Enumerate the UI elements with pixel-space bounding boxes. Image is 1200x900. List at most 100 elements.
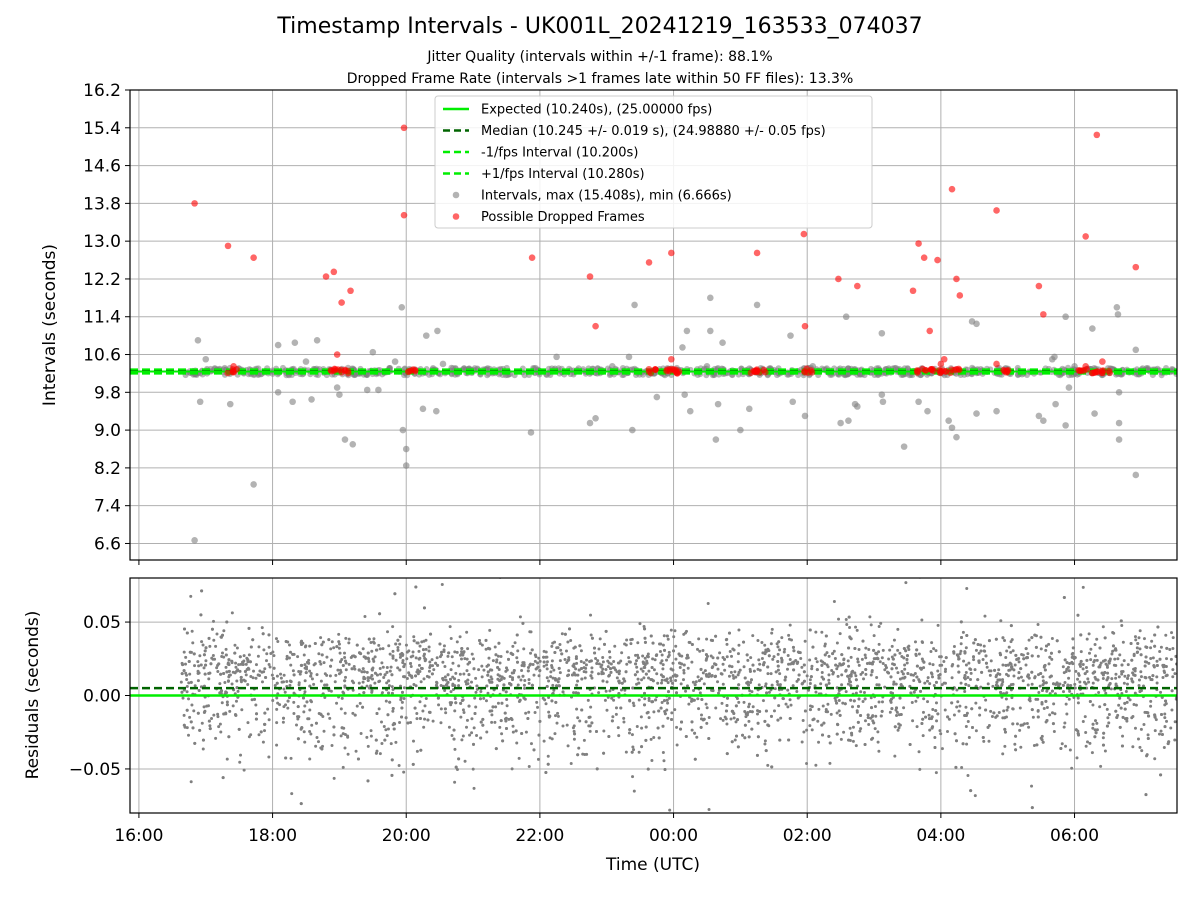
residual-point bbox=[519, 678, 523, 682]
residual-point bbox=[310, 677, 314, 681]
residual-point bbox=[923, 681, 927, 685]
residual-point bbox=[1126, 696, 1130, 700]
residual-point bbox=[719, 717, 723, 721]
residual-point bbox=[320, 747, 324, 751]
residual-point bbox=[282, 687, 286, 691]
residual-point bbox=[921, 710, 925, 714]
interval-point bbox=[592, 414, 599, 422]
residual-point bbox=[1121, 734, 1125, 738]
intervals-y-tick-label: 11.4 bbox=[83, 308, 121, 328]
residual-point bbox=[572, 729, 576, 733]
intervals-y-tick-label: 10.6 bbox=[83, 346, 121, 366]
residual-point bbox=[214, 644, 218, 648]
residual-point bbox=[1136, 737, 1140, 741]
residual-point bbox=[352, 665, 356, 669]
residual-point bbox=[854, 744, 858, 748]
residual-point bbox=[846, 682, 850, 686]
residual-point bbox=[671, 674, 675, 678]
residual-point bbox=[215, 666, 219, 670]
residual-point bbox=[823, 653, 827, 657]
residual-point bbox=[987, 739, 991, 743]
residual-point bbox=[185, 726, 189, 730]
residual-point bbox=[329, 689, 333, 693]
residual-point bbox=[1035, 743, 1039, 747]
residual-point bbox=[612, 698, 616, 702]
residual-point bbox=[682, 668, 686, 672]
residual-point bbox=[827, 678, 831, 682]
residual-point bbox=[857, 648, 861, 652]
residual-point bbox=[455, 650, 459, 654]
residual-point bbox=[927, 713, 931, 717]
dropped-point bbox=[250, 254, 257, 261]
residual-point bbox=[292, 700, 296, 704]
residual-point bbox=[709, 654, 713, 658]
interval-point bbox=[399, 426, 407, 434]
residual-point bbox=[954, 739, 958, 743]
residual-point bbox=[323, 683, 327, 687]
residual-point bbox=[641, 654, 645, 658]
residual-point bbox=[246, 721, 250, 725]
residual-point bbox=[1150, 639, 1154, 643]
residual-point bbox=[1089, 647, 1093, 651]
residual-point bbox=[797, 673, 801, 677]
residual-point bbox=[982, 644, 986, 648]
residual-point bbox=[973, 794, 977, 798]
residual-point bbox=[443, 689, 447, 693]
residual-point bbox=[939, 732, 943, 736]
residual-point bbox=[743, 723, 747, 727]
residual-point bbox=[465, 725, 469, 729]
residual-point bbox=[1165, 719, 1169, 723]
dropped-point bbox=[224, 369, 231, 377]
residual-point bbox=[1174, 654, 1177, 658]
residual-point bbox=[557, 684, 561, 688]
residual-point bbox=[182, 650, 186, 654]
residual-point bbox=[390, 773, 394, 777]
residual-point bbox=[291, 669, 295, 673]
residual-point bbox=[547, 710, 551, 714]
residual-point bbox=[218, 682, 222, 686]
residual-point bbox=[536, 705, 540, 709]
residual-point bbox=[344, 636, 348, 640]
residual-point bbox=[847, 646, 851, 650]
residual-point bbox=[642, 625, 646, 629]
residual-point bbox=[1048, 713, 1052, 717]
residual-point bbox=[212, 638, 216, 642]
residual-point bbox=[380, 661, 384, 665]
residual-point bbox=[401, 658, 405, 662]
residual-point bbox=[365, 670, 369, 674]
residual-point bbox=[556, 714, 560, 718]
residual-point bbox=[604, 689, 608, 693]
residual-point bbox=[820, 630, 824, 634]
residual-point bbox=[1036, 654, 1040, 658]
residual-point bbox=[685, 684, 689, 688]
residual-point bbox=[1139, 675, 1143, 679]
residual-point bbox=[237, 663, 241, 667]
residual-point bbox=[558, 643, 562, 647]
residual-point bbox=[802, 670, 806, 674]
residual-point bbox=[208, 671, 212, 675]
residual-point bbox=[339, 734, 343, 738]
intervals-y-tick-label: 12.2 bbox=[83, 270, 121, 290]
residual-point bbox=[226, 662, 230, 666]
residual-point bbox=[1076, 613, 1080, 617]
residual-point bbox=[553, 732, 557, 736]
residual-point bbox=[915, 648, 919, 652]
residual-point bbox=[672, 635, 676, 639]
residual-point bbox=[544, 771, 548, 775]
residual-point bbox=[363, 677, 367, 681]
residual-point bbox=[193, 741, 197, 745]
residual-point bbox=[622, 720, 626, 724]
residual-point bbox=[897, 726, 901, 730]
residual-point bbox=[592, 646, 596, 650]
residual-point bbox=[864, 646, 868, 650]
legend: Expected (10.240s), (25.00000 fps)Median… bbox=[434, 95, 873, 229]
residual-point bbox=[1076, 701, 1080, 705]
residual-point bbox=[703, 669, 707, 673]
residual-point bbox=[628, 728, 632, 732]
residual-point bbox=[262, 670, 266, 674]
residual-point bbox=[286, 699, 290, 703]
residual-point bbox=[723, 715, 727, 719]
residual-point bbox=[1015, 657, 1019, 661]
residual-point bbox=[203, 649, 207, 653]
residual-point bbox=[654, 698, 658, 702]
